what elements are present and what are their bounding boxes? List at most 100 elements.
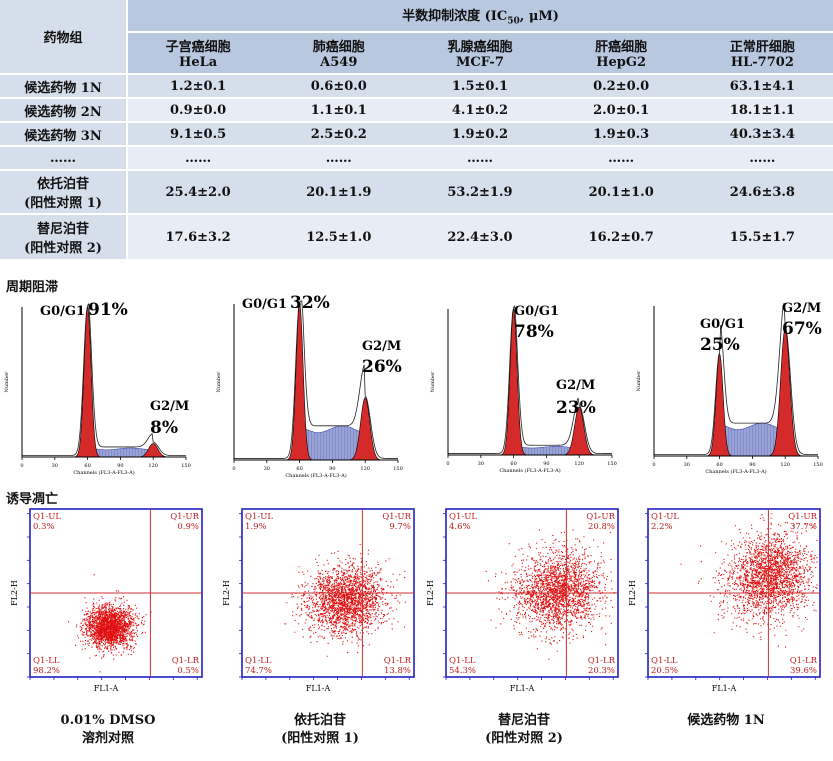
g2-label: G2/M — [362, 339, 401, 354]
ic50-value-cell: 53.2±1.9 — [409, 170, 551, 215]
g1-peak — [499, 308, 528, 456]
quadrant-pct-lr: 13.8% — [384, 666, 411, 676]
fit-envelope — [22, 302, 186, 456]
y-axis-label: FL2-H — [426, 580, 435, 606]
ic50-value-cell: 24.6±3.8 — [691, 170, 833, 215]
column-header-hl-7702: 正常肝细胞 HL-7702 — [691, 32, 833, 75]
cycle-histogram: 0 30 60 90 120 150 Channels (FL3-A-FL3-A) Numbe… — [216, 293, 403, 479]
table-row: 候选药物 3N 9.1±0.5 2.5±0.2 1.9±0.2 1.9±0.3 40.3±… — [0, 122, 833, 147]
ic50-value-cell: 1.1±0.1 — [268, 98, 410, 123]
ic50-value-cell: 20.1±1.9 — [268, 170, 410, 215]
treatment-caption-line1: 0.01% DMSO — [60, 713, 156, 728]
y-axis-label: Number — [4, 371, 10, 392]
x-tick-label: 150 — [181, 463, 191, 469]
quadrant-pct-ur: 9.7% — [389, 522, 411, 532]
x-tick-label: 90 — [543, 461, 549, 467]
s-phase-area — [87, 447, 154, 458]
x-tick-label: 30 — [264, 466, 270, 472]
y-axis-label: Number — [430, 371, 436, 392]
treatment-caption-line2: (阳性对照 2) — [485, 731, 563, 746]
y-axis-label: Number — [216, 371, 222, 392]
g1-label: G0/G1 — [40, 304, 85, 319]
treatment-caption: 0.01% DMSO 溶剂对照 — [8, 712, 208, 748]
cycle-histogram: 0 30 60 90 120 150 Channels (FL3-A-FL3-A) Numbe… — [430, 304, 617, 474]
quadrant-pct-ll: 20.5% — [651, 666, 678, 676]
column-header-a549: 肺癌细胞 A549 — [268, 32, 410, 75]
event-points — [680, 513, 818, 648]
quadrant-pct-lr: 0.5% — [177, 666, 199, 676]
s-phase-area — [299, 425, 366, 461]
g1-peak — [705, 353, 734, 457]
x-axis-label: FL1-A — [94, 684, 119, 693]
treatment-caption-line1: 替尼泊苷 — [497, 713, 550, 728]
ic50-value-cell: 1.2±0.1 — [127, 74, 269, 99]
cycle-histogram: 0 30 60 90 120 150 Channels (FL3-A-FL3-A) Numbe… — [4, 300, 191, 476]
header-ic50: 半数抑制浓度 (IC50, μM) — [127, 0, 833, 33]
quadrant-name-ur: Q1-UR — [382, 512, 411, 522]
table-row: 依托泊苷 (阳性对照 1) 25.4±2.0 20.1±1.9 53.2±1.9 20.1… — [0, 170, 833, 215]
quadrant-name-lr: Q1-LR — [588, 656, 616, 666]
treatment-caption-line1: 候选药物 1N — [687, 713, 765, 728]
table-row: ……………………………… — [0, 146, 833, 171]
g1-label: G0/G1 — [700, 317, 745, 332]
fit-envelope — [654, 302, 818, 455]
quadrant-pct-ur: 20.8% — [588, 522, 615, 532]
treatment-caption: 替尼泊苷 (阳性对照 2) — [424, 712, 624, 748]
treatment-caption-line2: 溶剂对照 — [81, 731, 134, 746]
quadrant-pct-ur: 0.9% — [177, 522, 199, 532]
quadrant-pct-ul: 4.6% — [449, 522, 471, 532]
g1-percent: 91% — [88, 300, 128, 320]
fit-envelope — [448, 304, 612, 454]
x-axis-label: Channels (FL3-A-FL3-A) — [705, 468, 766, 475]
x-tick-label: 0 — [652, 462, 655, 468]
g2-peak — [560, 406, 598, 456]
x-tick-label: 0 — [446, 461, 449, 467]
ic50-value-cell: 1.9±0.3 — [550, 122, 692, 147]
ic50-value-cell: 18.1±1.1 — [691, 98, 833, 123]
quadrant-pct-ul: 0.3% — [33, 522, 55, 532]
x-tick-label: 120 — [780, 462, 790, 468]
quadrant-name-lr: Q1-LR — [172, 656, 200, 666]
ic50-value-cell: …… — [127, 146, 269, 171]
ic50-value-cell: 22.4±3.0 — [409, 214, 551, 261]
quadrant-name-ll: Q1-LL — [651, 656, 678, 666]
x-tick-label: 30 — [478, 461, 484, 467]
g1-percent: 78% — [514, 322, 554, 342]
quadrant-name-ur: Q1-UR — [788, 512, 817, 522]
y-axis-label: FL2-H — [222, 580, 231, 606]
ic50-value-cell: …… — [691, 146, 833, 171]
x-axis-label: FL1-A — [306, 684, 331, 693]
x-tick-label: 120 — [360, 466, 370, 472]
drug-group-cell: 候选药物 2N — [0, 98, 128, 123]
x-tick-label: 0 — [20, 463, 23, 469]
quadrant-name-ul: Q1-UL — [245, 512, 273, 522]
g1-peak — [73, 306, 102, 458]
ic50-value-cell: 25.4±2.0 — [127, 170, 269, 215]
table-row: 替尼泊苷 (阳性对照 2) 17.6±3.2 12.5±1.0 22.4±3.0 16.2… — [0, 214, 833, 261]
x-axis-label: Channels (FL3-A-FL3-A) — [499, 467, 560, 474]
treatment-caption: 候选药物 1N — [626, 712, 826, 730]
g1-percent: 32% — [290, 293, 330, 313]
x-tick-label: 90 — [117, 463, 123, 469]
quadrant-pct-ll: 98.2% — [33, 666, 60, 676]
ic50-value-cell: 4.1±0.2 — [409, 98, 551, 123]
quadrant-name-ul: Q1-UL — [449, 512, 477, 522]
x-tick-label: 150 — [393, 466, 403, 472]
ic50-value-cell: 2.0±0.1 — [550, 98, 692, 123]
x-tick-label: 60 — [716, 462, 722, 468]
g1-label: G0/G1 — [242, 297, 287, 312]
g2-percent: 8% — [150, 418, 178, 438]
quadrant-pct-lr: 20.3% — [588, 666, 615, 676]
x-tick-label: 0 — [232, 466, 235, 472]
g2-percent: 23% — [556, 398, 596, 418]
ic50-value-cell: 63.1±4.1 — [691, 74, 833, 99]
x-tick-label: 120 — [148, 463, 158, 469]
ic50-value-cell: 1.5±0.1 — [409, 74, 551, 99]
g1-percent: 25% — [700, 335, 740, 355]
x-tick-label: 60 — [296, 466, 302, 472]
quadrant-pct-ul: 1.9% — [245, 522, 267, 532]
ic50-value-cell: …… — [409, 146, 551, 171]
quadrant-pct-ul: 2.2% — [651, 522, 673, 532]
